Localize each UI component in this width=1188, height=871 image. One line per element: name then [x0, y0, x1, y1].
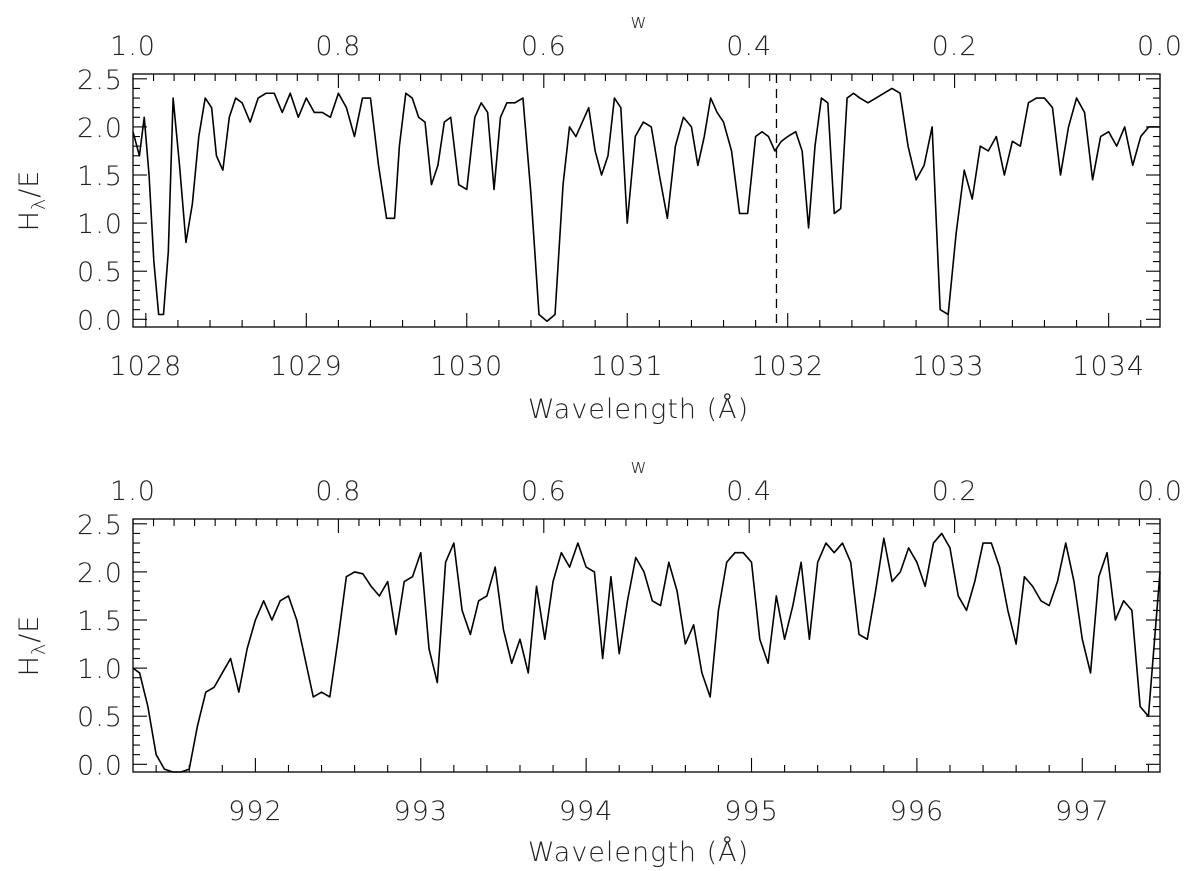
y-tick-label: 1.5	[77, 606, 123, 637]
top-axis-title: w	[630, 9, 646, 33]
top-panel: 1028 1029 1030 1031 1032 1033 1034 1.0 0.8 0.6 0.4…	[14, 9, 1183, 425]
x-tick-label: 992	[228, 796, 283, 827]
y-axis-title-subscript: λ	[28, 643, 50, 655]
x-axis-title: Wavelength (Å)	[528, 835, 749, 868]
x-tick-label: 1034	[1072, 351, 1145, 382]
x-tick-label: 1030	[430, 351, 503, 382]
plot-frame	[132, 73, 1161, 328]
top-axis-title: w	[630, 454, 646, 478]
top-tick-label: 0.4	[726, 476, 772, 507]
x-tick-label: 993	[393, 796, 448, 827]
y-tick-label: 0.5	[77, 257, 123, 288]
y-axis-title: Hλ/E	[14, 170, 50, 232]
top-tick-label: 1.0	[110, 476, 156, 507]
y-tick-label: 0.5	[77, 702, 123, 733]
y-tick-label: 1.0	[77, 209, 123, 240]
top-tick-label: 0.2	[932, 31, 978, 62]
y-tick-label: 2.5	[77, 65, 123, 96]
y-axis-title-subscript: λ	[28, 198, 50, 210]
y-axis-title-main: H	[14, 655, 45, 676]
y-tick-label: 2.0	[77, 113, 123, 144]
top-tick-label: 0.0	[1137, 31, 1183, 62]
top-tick-label: 0.4	[726, 31, 772, 62]
x-tick-label: 1029	[270, 351, 343, 382]
y-axis-title-main: H	[14, 210, 45, 231]
plot-frame	[132, 518, 1161, 773]
x-tick-label: 996	[890, 796, 945, 827]
x-tick-label: 997	[1055, 796, 1110, 827]
x-tick-label: 995	[724, 796, 779, 827]
top-tick-label: 0.8	[315, 31, 361, 62]
x-tick-label: 1033	[912, 351, 985, 382]
y-axis-title-tail: /E	[14, 615, 45, 643]
x-tick-label: 1032	[751, 351, 824, 382]
x-tick-label: 1031	[591, 351, 664, 382]
y-tick-label: 1.5	[77, 161, 123, 192]
x-tick-label: 994	[559, 796, 614, 827]
y-tick-label: 2.5	[77, 510, 123, 541]
x-tick-label: 1028	[109, 351, 182, 382]
y-tick-label: 2.0	[77, 558, 123, 589]
top-tick-label: 1.0	[110, 31, 156, 62]
top-tick-label: 0.8	[315, 476, 361, 507]
top-tick-label: 0.0	[1137, 476, 1183, 507]
top-tick-label: 0.6	[521, 476, 567, 507]
spectrum-line	[132, 532, 1161, 773]
y-axis-title: Hλ/E	[14, 615, 50, 677]
top-tick-label: 0.6	[521, 31, 567, 62]
bottom-panel: 992 993 994 995 996 997 1.0 0.8 0.6 0.4 0.2 0.0 w 0.0…	[14, 454, 1183, 868]
y-tick-label: 0.0	[77, 305, 123, 336]
spectrum-line	[132, 87, 1160, 323]
top-tick-label: 0.2	[932, 476, 978, 507]
y-tick-label: 0.0	[77, 750, 123, 781]
y-tick-label: 1.0	[77, 654, 123, 685]
x-axis-title: Wavelength (Å)	[528, 392, 749, 425]
y-axis-title-tail: /E	[14, 170, 45, 198]
